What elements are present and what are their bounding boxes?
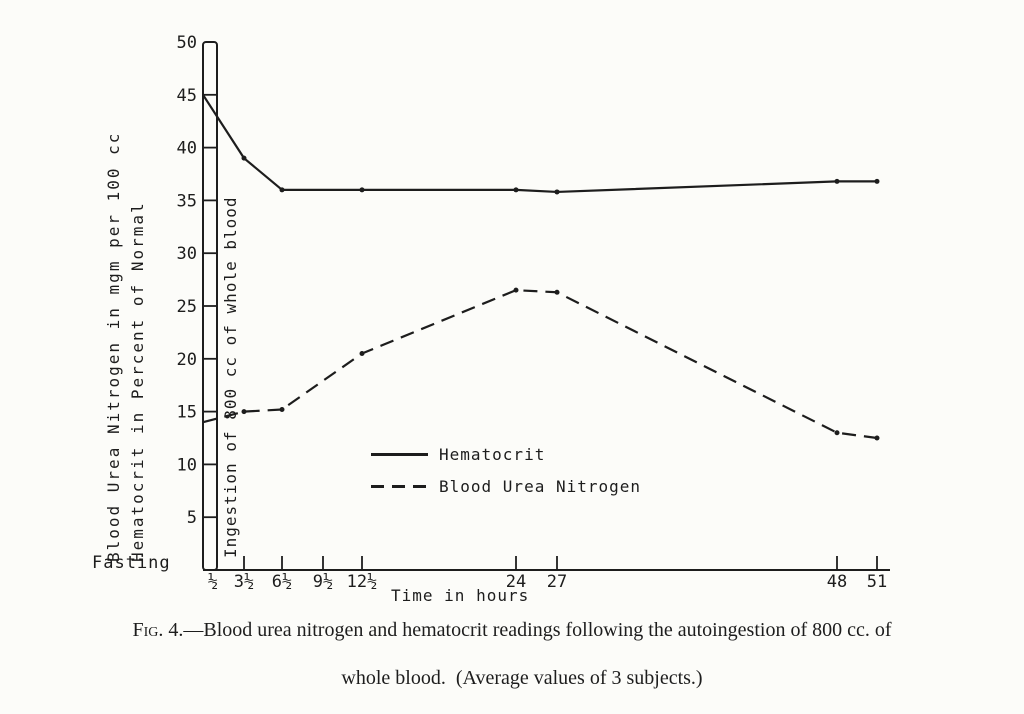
- data-point-hematocrit: [513, 187, 519, 193]
- figure: 5 10 15 20 25 30 35 40 45 50 ½ 3½ 6½ 9½ 12½ 24 27 48 51 Bl…: [92, 33, 892, 689]
- y-tick-label: 5: [187, 508, 197, 528]
- legend: Hematocrit Blood Urea Nitrogen: [371, 444, 641, 496]
- data-point-blood-urea-nitrogen: [554, 289, 560, 295]
- series-line-hematocrit: [202, 94, 877, 194]
- y-tick-label: 40: [177, 139, 197, 159]
- x-tick-label: 27: [547, 572, 567, 592]
- y-tick-label: 50: [177, 33, 197, 53]
- data-point-hematocrit: [554, 189, 560, 195]
- y-tick-label: 25: [177, 297, 197, 317]
- caption-figure-number: Fig. 4.: [132, 619, 184, 641]
- caption-line-1: Fig. 4.—Blood urea nitrogen and hematocr…: [132, 619, 891, 641]
- series-line-blood-urea-nitrogen: [202, 289, 878, 440]
- y-tick-label: 30: [177, 244, 197, 264]
- figure-caption: Fig. 4.—Blood urea nitrogen and hematocr…: [0, 618, 1024, 714]
- x-tick-label: 12½: [347, 572, 378, 592]
- caption-line-2: whole blood. (Average values of 3 subjec…: [341, 667, 703, 689]
- y-axis-label-bun: Blood Urea Nitrogen in mgm per 100 cc: [104, 131, 123, 562]
- x-tick-label: 24: [506, 572, 526, 592]
- y-axis-label-hematocrit: Hematocrit in Percent of Normal: [128, 201, 147, 562]
- data-point-blood-urea-nitrogen: [241, 409, 247, 415]
- x-tick-label: 3½: [234, 572, 254, 592]
- x-tick-label: 48: [827, 572, 847, 592]
- chart-svg: 5 10 15 20 25 30 35 40 45 50 ½ 3½ 6½ 9½ 12½ 24 27 48 51: [177, 33, 890, 592]
- x-axis-label: Time in hours: [391, 586, 530, 605]
- data-point-hematocrit: [874, 178, 880, 184]
- ingestion-annotation: Ingestion of 800 cc of whole blood: [221, 196, 240, 558]
- caption-line-1-text: —Blood urea nitrogen and hematocrit read…: [183, 619, 892, 641]
- data-point-blood-urea-nitrogen: [874, 435, 880, 441]
- legend-item-hematocrit: Hematocrit: [371, 444, 641, 464]
- y-tick-label: 45: [177, 86, 197, 106]
- fasting-label: Fasting: [92, 553, 171, 573]
- data-point-blood-urea-nitrogen: [513, 287, 519, 293]
- legend-label-hematocrit: Hematocrit: [439, 444, 546, 464]
- data-point-blood-urea-nitrogen: [834, 430, 840, 436]
- x-tick-label: 51: [867, 572, 887, 592]
- data-point-hematocrit: [359, 187, 365, 193]
- legend-item-blood-urea-nitrogen: Blood Urea Nitrogen: [371, 476, 641, 496]
- y-tick-label: 10: [177, 455, 197, 475]
- data-point-blood-urea-nitrogen: [279, 406, 285, 412]
- x-tick-label: 6½: [272, 572, 292, 592]
- data-point-hematocrit: [241, 155, 247, 161]
- x-tick-label: ½: [208, 572, 218, 592]
- legend-solid-line-sample: [371, 452, 428, 456]
- y-tick-label: 35: [177, 191, 197, 211]
- x-tick-label: 9½: [313, 572, 333, 592]
- data-point-blood-urea-nitrogen: [359, 351, 365, 357]
- legend-label-blood-urea-nitrogen: Blood Urea Nitrogen: [439, 476, 642, 496]
- y-tick-label: 15: [177, 403, 197, 423]
- y-tick-label: 20: [177, 350, 197, 370]
- legend-dashed-line-sample: [371, 484, 428, 488]
- data-point-hematocrit: [279, 187, 285, 193]
- data-point-hematocrit: [834, 178, 840, 184]
